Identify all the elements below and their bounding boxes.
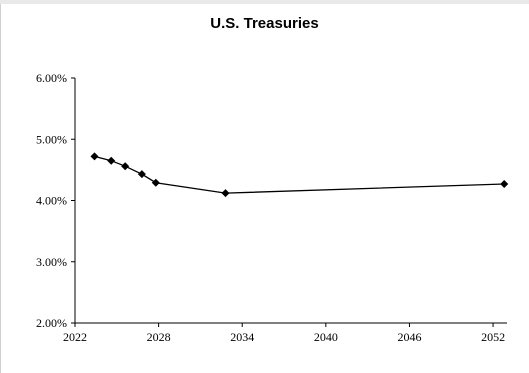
window-left-rule xyxy=(0,4,1,373)
y-tick-label: 4.00% xyxy=(36,194,67,208)
data-point-marker xyxy=(500,179,509,188)
data-point-marker xyxy=(151,178,160,187)
x-tick-label: 2022 xyxy=(63,330,87,344)
window-top-band xyxy=(0,0,529,4)
y-tick-label: 6.00% xyxy=(36,71,67,85)
y-tick-label: 5.00% xyxy=(36,132,67,146)
chart-title: U.S. Treasuries xyxy=(210,15,319,32)
data-point-marker xyxy=(221,189,230,198)
x-tick-label: 2034 xyxy=(230,330,254,344)
x-tick-label: 2028 xyxy=(147,330,171,344)
x-tick-label: 2046 xyxy=(397,330,421,344)
y-tick-label: 3.00% xyxy=(36,255,67,269)
data-point-marker xyxy=(107,156,116,165)
x-tick-label: 2040 xyxy=(314,330,338,344)
data-point-marker xyxy=(137,170,146,179)
data-point-marker xyxy=(90,152,99,161)
x-tick-label: 2052 xyxy=(481,330,505,344)
series-line xyxy=(94,155,505,194)
y-tick-label: 2.00% xyxy=(36,316,67,330)
data-point-marker xyxy=(121,162,130,171)
